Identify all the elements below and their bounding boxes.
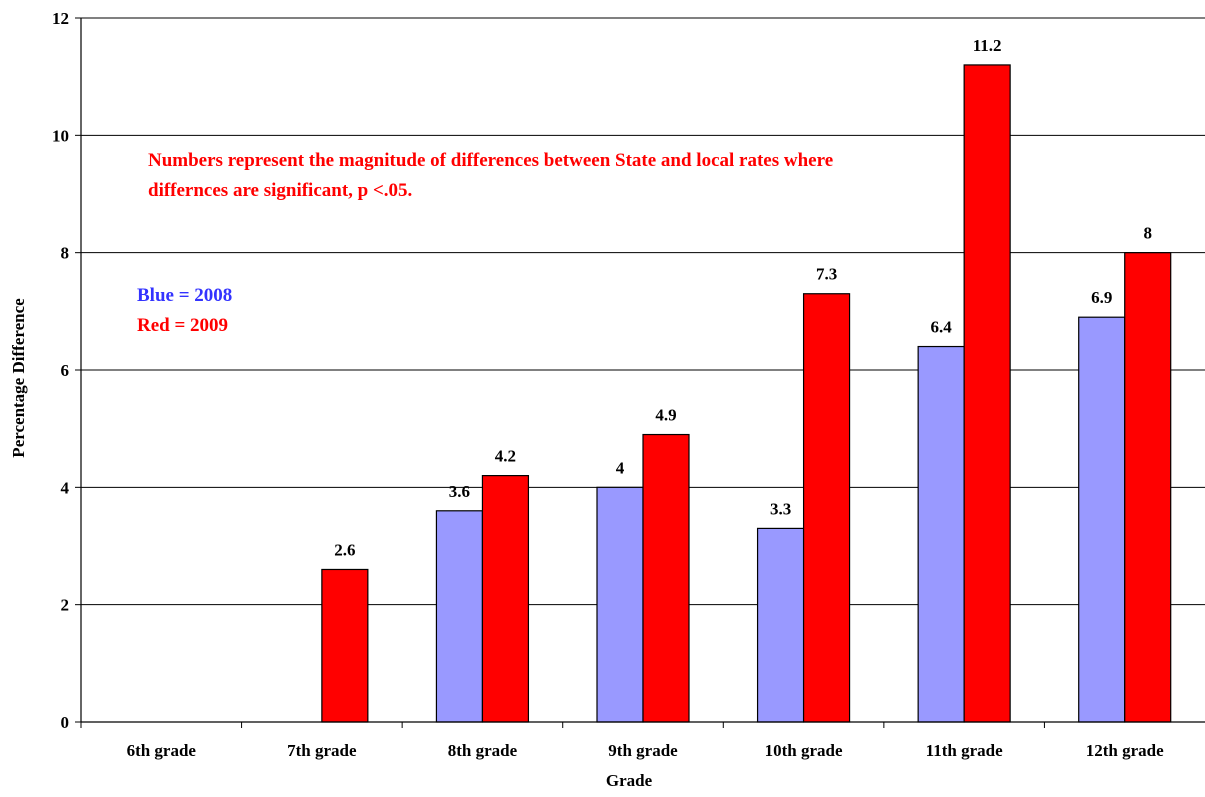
bars — [321, 64, 1172, 723]
x-tick-label: 9th grade — [608, 741, 678, 760]
legend-entry-2008: Blue = 2008 — [137, 285, 233, 306]
bar-2008-9th-grade — [596, 486, 644, 723]
data-label: 4.2 — [495, 447, 516, 466]
y-tick-label: 10 — [52, 126, 69, 145]
data-label: 8 — [1143, 224, 1152, 243]
gridlines — [81, 17, 1205, 606]
x-tick-label: 10th grade — [765, 741, 843, 760]
data-label: 3.6 — [449, 482, 470, 501]
data-label: 7.3 — [816, 265, 837, 284]
data-label: 6.9 — [1091, 288, 1112, 307]
data-label: 6.4 — [931, 318, 953, 337]
data-label: 4 — [616, 458, 625, 477]
x-tick-label: 7th grade — [287, 741, 357, 760]
color-legend: Blue = 2008 Red = 2009 — [137, 281, 232, 341]
significance-note: Numbers represent the magnitude of diffe… — [148, 150, 834, 201]
bar-2009-7th-grade — [321, 568, 369, 723]
data-label: 4.9 — [655, 406, 676, 425]
x-axis-label: Grade — [606, 771, 653, 790]
bar-2008-10th-grade — [756, 527, 805, 723]
y-tick-label: 6 — [61, 361, 70, 380]
bar-2008-11th-grade — [917, 345, 965, 723]
data-label: 11.2 — [973, 36, 1002, 55]
y-axis-label: Percentage Difference — [9, 298, 28, 458]
x-tick-label: 8th grade — [448, 741, 518, 760]
bar-2009-8th-grade — [481, 475, 530, 723]
data-label: 2.6 — [334, 540, 355, 559]
axes — [75, 17, 1205, 728]
legend-entry-2009: Red = 2009 — [137, 315, 229, 336]
x-tick-label: 6th grade — [127, 741, 197, 760]
y-tick-label: 12 — [52, 9, 69, 28]
y-tick-label: 2 — [61, 596, 70, 615]
x-tick-label: 11th grade — [926, 741, 1003, 760]
y-tick-label: 4 — [61, 478, 70, 497]
bar-2009-9th-grade — [642, 433, 690, 723]
bar-2009-11th-grade — [963, 64, 1011, 723]
bar-2008-12th-grade — [1078, 316, 1126, 723]
data-labels: 2.6 3.6 4.2 4 4.9 3.3 7.3 6.4 11.2 6.9 8 — [334, 36, 1152, 560]
data-label: 3.3 — [770, 499, 791, 518]
bar-2008-8th-grade — [435, 510, 484, 723]
y-tick-label: 8 — [61, 244, 70, 263]
bar-2009-12th-grade — [1124, 252, 1172, 723]
y-tick-label: 0 — [61, 713, 70, 732]
x-tick-label: 12th grade — [1086, 741, 1164, 760]
bar-2009-10th-grade — [802, 293, 851, 723]
tick-labels: 0 2 4 6 8 10 12 6th grade 7th grade 8th grade 9th … — [52, 9, 1164, 760]
